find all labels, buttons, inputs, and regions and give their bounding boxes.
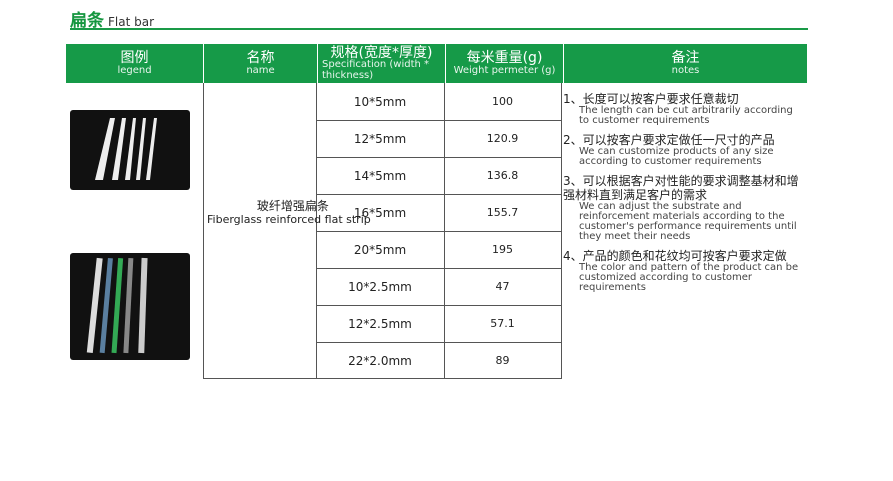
- table-row: 10*2.5mm 47: [316, 268, 561, 306]
- table-header: 图例 legend 名称 name 规格(宽度*厚度) Specification (…: [66, 44, 807, 83]
- table-row: 20*5mm 195: [316, 231, 561, 269]
- white-strips-image: [95, 118, 157, 180]
- title-underline: [70, 28, 808, 30]
- spec-cell: 12*5mm: [353, 131, 407, 146]
- table-row: 10*5mm 100: [316, 83, 561, 121]
- product-name: 玻纤增强扁条 Fiberglass reinforced flat strip: [207, 199, 371, 226]
- title-en: Flat bar: [108, 15, 155, 29]
- header-name: 名称 name: [204, 44, 318, 83]
- weight-cell: 100: [492, 95, 513, 108]
- divider: [561, 83, 562, 379]
- note-item: 3、可以根据客户对性能的要求调整基材和增强材料直到满足客户的需求 We can a…: [563, 174, 799, 242]
- weight-cell: 89: [495, 354, 510, 367]
- table-row: 16*5mm 155.7: [316, 194, 561, 232]
- note-item: 1、长度可以按客户要求任意裁切 The length can be cut arb…: [563, 92, 793, 126]
- spec-cell: 20*5mm: [353, 242, 407, 257]
- note-item: 2、可以按客户要求定做任一尺寸的产品 We can customize produ…: [563, 133, 775, 167]
- spec-cell: 22*2.0mm: [348, 353, 412, 368]
- legend-photo-white-strips: [70, 110, 190, 190]
- spec-cell: 16*5mm: [353, 205, 407, 220]
- title-cn: 扁条: [70, 11, 104, 31]
- spec-cell: 10*5mm: [353, 94, 407, 109]
- weight-cell: 195: [492, 243, 513, 256]
- header-notes: 备注 notes: [671, 49, 700, 76]
- table-row: 12*5mm 120.9: [316, 120, 561, 158]
- divider: [203, 378, 561, 379]
- weight-cell: 155.7: [486, 206, 519, 219]
- header-legend: 图例 legend: [66, 44, 204, 83]
- weight-cell: 57.1: [490, 317, 515, 330]
- legend-photo-colored-strips: [70, 253, 190, 360]
- spec-cell: 12*2.5mm: [348, 316, 412, 331]
- table-row: 14*5mm 136.8: [316, 157, 561, 195]
- note-item: 4、产品的颜色和花纹均可按客户要求定做 The color and pattern…: [563, 249, 799, 293]
- spec-cell: 10*2.5mm: [348, 279, 412, 294]
- section-title: 扁条 Flat bar: [70, 6, 154, 31]
- table-row: 22*2.0mm 89: [316, 342, 561, 379]
- colored-strips-image: [86, 257, 148, 354]
- header-weight: 每米重量(g) Weight permeter (g): [446, 44, 564, 83]
- divider: [203, 83, 204, 379]
- table-row: 12*2.5mm 57.1: [316, 305, 561, 343]
- spec-cell: 14*5mm: [353, 168, 407, 183]
- header-spec: 规格(宽度*厚度) Specification (width * thicknes…: [318, 44, 446, 83]
- weight-cell: 47: [495, 280, 510, 293]
- weight-cell: 136.8: [486, 169, 519, 182]
- weight-cell: 120.9: [486, 132, 519, 145]
- notes-list: 1、长度可以按客户要求任意裁切 The length can be cut arb…: [563, 92, 803, 300]
